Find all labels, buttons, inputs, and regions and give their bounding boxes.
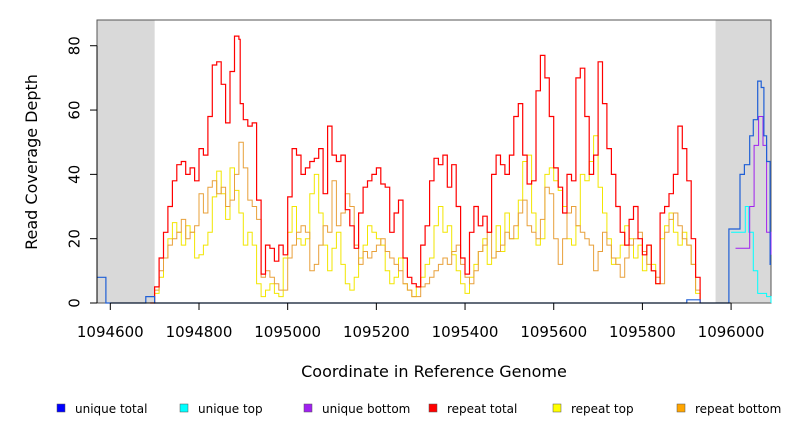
shaded-region-0 — [97, 20, 155, 303]
legend-label: repeat total — [447, 402, 517, 416]
legend-item-repeat-total: repeat total — [428, 402, 517, 416]
series-line-repeat-bottom — [150, 141, 701, 304]
series-line-unique-total — [97, 80, 771, 304]
legend-item-unique-top: unique top — [179, 402, 263, 416]
legend: unique total unique top unique bottom repea… — [56, 402, 781, 416]
x-tick-label: 1095800 — [609, 323, 676, 341]
x-tick-label: 1094800 — [166, 323, 233, 341]
x-tick-label: 1095000 — [254, 323, 321, 341]
legend-item-repeat-bottom: repeat bottom — [676, 402, 781, 416]
legend-swatch — [303, 403, 313, 413]
y-tick-label: 60 — [66, 100, 84, 119]
series-line-repeat-top — [150, 135, 701, 304]
y-tick-label: 80 — [66, 36, 84, 55]
series-line-repeat-total — [150, 35, 701, 304]
legend-swatch — [676, 403, 686, 413]
legend-label: unique top — [198, 402, 263, 416]
legend-item-unique-total: unique total — [56, 402, 147, 416]
x-tick-label: 1096000 — [698, 323, 765, 341]
shaded-regions — [97, 20, 771, 303]
x-tick-label: 1094600 — [77, 323, 144, 341]
legend-label: unique bottom — [322, 402, 410, 416]
legend-item-unique-bottom: unique bottom — [303, 402, 410, 416]
legend-label: unique total — [75, 402, 147, 416]
series-line-unique-top — [731, 206, 772, 303]
y-tick-label: 20 — [66, 229, 84, 248]
legend-swatch — [56, 403, 66, 413]
legend-label: repeat top — [571, 402, 634, 416]
legend-item-repeat-top: repeat top — [552, 402, 634, 416]
legend-swatch — [179, 403, 189, 413]
y-axis: 0 20 40 60 80 — [66, 36, 98, 308]
legend-swatch — [428, 403, 438, 413]
x-axis: 1094600 1094800 1095000 1095200 1095400 10956… — [77, 302, 765, 341]
shaded-region-1 — [715, 20, 771, 303]
y-tick-label: 40 — [66, 165, 84, 184]
y-tick-label: 0 — [66, 298, 84, 308]
legend-swatch — [552, 403, 562, 413]
y-axis-title: Read Coverage Depth — [22, 74, 41, 250]
series-lines — [97, 35, 772, 304]
x-tick-label: 1095400 — [432, 323, 499, 341]
x-axis-title: Coordinate in Reference Genome — [301, 362, 567, 381]
series-line-unique-bottom — [735, 116, 772, 255]
legend-label: repeat bottom — [695, 402, 781, 416]
x-tick-label: 1095200 — [343, 323, 410, 341]
x-tick-label: 1095600 — [520, 323, 587, 341]
